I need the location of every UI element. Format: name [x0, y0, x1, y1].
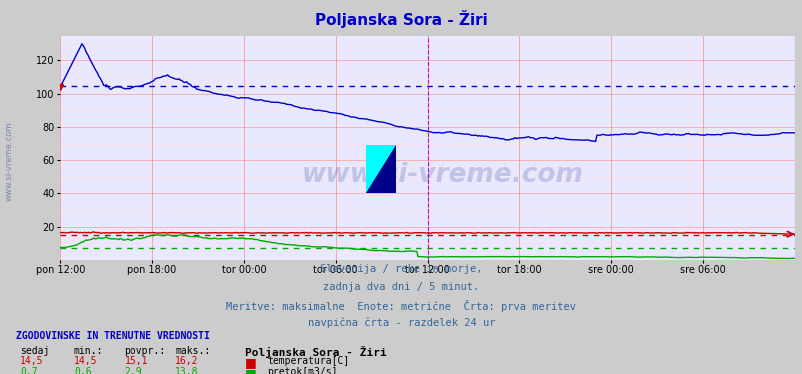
- Text: 16,2: 16,2: [175, 356, 198, 367]
- Text: Poljanska Sora - Žiri: Poljanska Sora - Žiri: [245, 346, 387, 358]
- Text: povpr.:: povpr.:: [124, 346, 165, 356]
- Text: Slovenija / reke in morje,: Slovenija / reke in morje,: [320, 264, 482, 274]
- Text: temperatura[C]: temperatura[C]: [267, 356, 349, 367]
- Text: navpična črta - razdelek 24 ur: navpična črta - razdelek 24 ur: [307, 318, 495, 328]
- Text: 0,6: 0,6: [74, 367, 91, 374]
- Text: 13,8: 13,8: [175, 367, 198, 374]
- Text: 14,5: 14,5: [20, 356, 43, 367]
- Text: ■: ■: [245, 356, 257, 370]
- Text: www.si-vreme.com: www.si-vreme.com: [5, 121, 14, 200]
- Polygon shape: [365, 145, 395, 193]
- Text: sedaj: sedaj: [20, 346, 50, 356]
- Text: min.:: min.:: [74, 346, 103, 356]
- Text: maks.:: maks.:: [175, 346, 210, 356]
- Text: zadnja dva dni / 5 minut.: zadnja dva dni / 5 minut.: [323, 282, 479, 292]
- Text: www.si-vreme.com: www.si-vreme.com: [301, 162, 582, 188]
- Text: 2,9: 2,9: [124, 367, 142, 374]
- Text: pretok[m3/s]: pretok[m3/s]: [267, 367, 338, 374]
- Text: Meritve: maksimalne  Enote: metrične  Črta: prva meritev: Meritve: maksimalne Enote: metrične Črta…: [226, 300, 576, 312]
- Text: 0,7: 0,7: [20, 367, 38, 374]
- Text: Poljanska Sora - Žiri: Poljanska Sora - Žiri: [314, 10, 488, 28]
- Text: 15,1: 15,1: [124, 356, 148, 367]
- Polygon shape: [365, 145, 395, 193]
- Text: ZGODOVINSKE IN TRENUTNE VREDNOSTI: ZGODOVINSKE IN TRENUTNE VREDNOSTI: [16, 331, 209, 341]
- Text: ■: ■: [245, 367, 257, 374]
- Text: 14,5: 14,5: [74, 356, 97, 367]
